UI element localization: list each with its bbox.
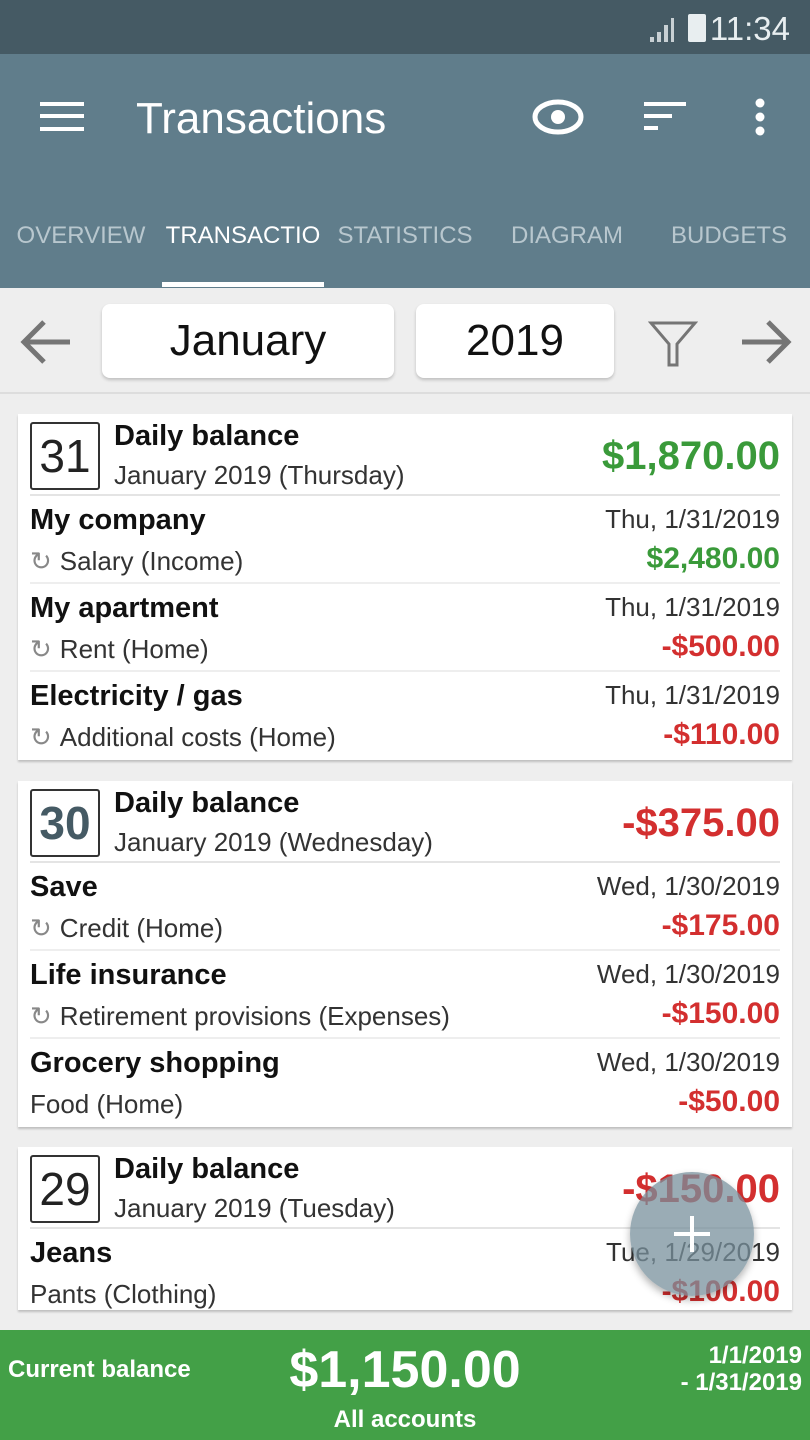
daily-balance-amount: -$375.00 — [622, 801, 780, 845]
filter-icon[interactable] — [648, 320, 698, 368]
transaction-row[interactable]: Save ↻ Credit (Home) Wed, 1/30/2019 -$175… — [30, 863, 780, 951]
daily-balance-header[interactable]: 31 Daily balance January 2019 (Thursday)… — [30, 414, 780, 496]
daily-balance-header[interactable]: 29 Daily balance January 2019 (Tuesday) … — [30, 1147, 780, 1229]
menu-icon[interactable] — [40, 100, 86, 134]
period-selector: January 2019 — [0, 288, 810, 394]
transaction-category: Retirement provisions (Expenses) — [59, 1001, 450, 1031]
recurring-icon: ↻ — [30, 634, 52, 664]
clock: 11:34 — [709, 10, 790, 47]
transaction-row[interactable]: My apartment ↻ Rent (Home) Thu, 1/31/2019… — [30, 584, 780, 672]
recurring-icon: ↻ — [30, 1001, 52, 1031]
transaction-date: Thu, 1/31/2019 — [605, 504, 780, 534]
tab-overview[interactable]: OVERVIEW — [16, 222, 146, 249]
transaction-row[interactable]: Grocery shopping Food (Home) Wed, 1/30/2… — [30, 1039, 780, 1127]
app-bar: Transactions OVERVIEW TRANSACTIO STATIST… — [0, 54, 810, 288]
transaction-payee: Jeans — [30, 1237, 113, 1269]
day-date: January 2019 (Thursday) — [114, 460, 405, 490]
transaction-payee: My apartment — [30, 592, 219, 624]
tab-budgets[interactable]: BUDGETS — [670, 222, 787, 249]
transaction-amount: -$175.00 — [661, 909, 780, 942]
transaction-payee: Electricity / gas — [30, 680, 243, 712]
tab-statistics[interactable]: STATISTICS — [337, 222, 473, 249]
tab-transactions[interactable]: TRANSACTIO — [165, 222, 321, 249]
tab-diagram[interactable]: DIAGRAM — [510, 222, 623, 249]
daily-balance-label: Daily balance — [114, 1153, 300, 1185]
daily-balance-label: Daily balance — [114, 420, 300, 452]
transaction-payee: Grocery shopping — [30, 1047, 280, 1079]
current-balance-label: Current balance — [8, 1356, 191, 1383]
signal-icon — [650, 18, 674, 42]
daily-balance-header[interactable]: 30 Daily balance January 2019 (Wednesday… — [30, 781, 780, 863]
transaction-amount: $2,480.00 — [646, 542, 780, 575]
eye-icon[interactable] — [532, 98, 584, 136]
transaction-amount: -$50.00 — [678, 1085, 780, 1118]
battery-icon — [688, 14, 706, 42]
plus-icon — [674, 1216, 710, 1252]
transaction-amount: -$500.00 — [661, 630, 780, 663]
day-number: 29 — [30, 1155, 100, 1223]
day-number: 30 — [30, 789, 100, 857]
more-vert-icon[interactable] — [752, 98, 768, 138]
transaction-category: Salary (Income) — [59, 546, 244, 576]
transaction-date: Thu, 1/31/2019 — [605, 680, 780, 710]
day-number: 31 — [30, 422, 100, 490]
date-range: 1/1/2019- 1/31/2019 — [681, 1342, 802, 1396]
daily-balance-amount: $1,870.00 — [602, 434, 780, 478]
balance-footer: Current balance $1,150.00 All accounts 1… — [0, 1330, 810, 1440]
transaction-date: Wed, 1/30/2019 — [596, 959, 780, 989]
year-selector[interactable]: 2019 — [416, 304, 614, 378]
daily-balance-label: Daily balance — [114, 787, 300, 819]
transaction-payee: My company — [30, 504, 206, 536]
transaction-row[interactable]: Electricity / gas ↻ Additional costs (Hom… — [30, 672, 780, 760]
range-end: - 1/31/2019 — [680, 1369, 802, 1396]
recurring-icon: ↻ — [30, 722, 52, 752]
page-title: Transactions — [136, 94, 387, 143]
sort-icon[interactable] — [644, 102, 688, 134]
transaction-row[interactable]: My company ↻ Salary (Income) Thu, 1/31/20… — [30, 496, 780, 584]
transaction-category: Credit (Home) — [59, 913, 224, 943]
day-date: January 2019 (Wednesday) — [114, 827, 433, 857]
range-start: 1/1/2019 — [708, 1342, 802, 1369]
transaction-payee: Save — [30, 871, 98, 903]
arrow-left-icon[interactable] — [20, 318, 72, 366]
day-card: 31 Daily balance January 2019 (Thursday)… — [18, 414, 792, 760]
active-tab-indicator — [162, 282, 324, 287]
accounts-selector[interactable]: All accounts — [333, 1406, 477, 1433]
transaction-row[interactable]: Life insurance ↻ Retirement provisions (E… — [30, 951, 780, 1039]
transaction-date: Thu, 1/31/2019 — [605, 592, 780, 622]
recurring-icon: ↻ — [30, 546, 52, 576]
transaction-date: Wed, 1/30/2019 — [596, 1047, 780, 1077]
transaction-date: Wed, 1/30/2019 — [596, 871, 780, 901]
transaction-category: Pants (Clothing) — [30, 1279, 217, 1309]
arrow-right-icon[interactable] — [740, 318, 792, 366]
recurring-icon: ↻ — [30, 913, 52, 943]
transaction-category: Additional costs (Home) — [59, 722, 336, 752]
transaction-category: Rent (Home) — [59, 634, 209, 664]
tab-bar: OVERVIEW TRANSACTIO STATISTICS DIAGRAM B… — [0, 214, 810, 288]
day-card: 30 Daily balance January 2019 (Wednesday… — [18, 781, 792, 1127]
transaction-payee: Life insurance — [30, 959, 227, 991]
status-bar: 11:34 — [0, 0, 810, 54]
current-balance-amount: $1,150.00 — [289, 1341, 521, 1399]
add-transaction-button[interactable] — [630, 1172, 754, 1296]
transaction-category: Food (Home) — [30, 1089, 184, 1119]
transaction-amount: -$150.00 — [661, 997, 780, 1030]
transaction-amount: -$110.00 — [663, 718, 780, 751]
day-date: January 2019 (Tuesday) — [114, 1193, 395, 1223]
month-selector[interactable]: January — [102, 304, 394, 378]
